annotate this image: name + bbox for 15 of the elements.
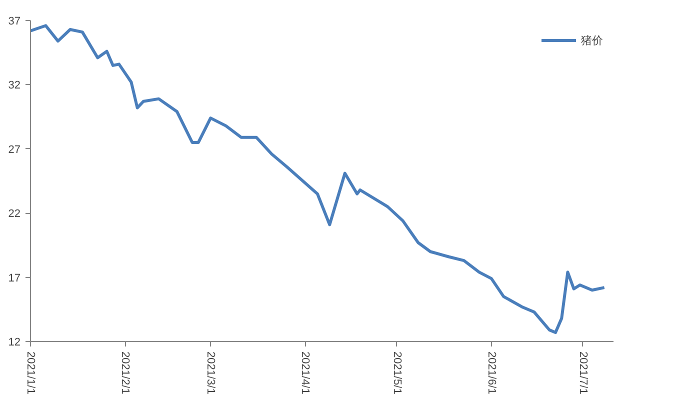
- x-tick-label: 2021/7/1: [576, 352, 589, 394]
- x-tick-label: 2021/3/1: [204, 352, 217, 394]
- x-tick-label: 2021/6/1: [485, 352, 498, 394]
- y-tick-label: 27: [8, 144, 21, 156]
- line-series: [30, 24, 606, 334]
- y-tick-label: 32: [8, 80, 21, 92]
- x-tick-label: 2021/4/1: [299, 352, 312, 394]
- y-tick-label: 12: [8, 336, 21, 348]
- legend-label: 猪价: [581, 34, 603, 48]
- x-tick-label: 2021/2/1: [119, 352, 132, 394]
- y-tick-label: 22: [8, 208, 21, 220]
- y-tick-label: 37: [8, 16, 21, 28]
- y-tick-label: 17: [8, 272, 21, 284]
- x-tick-label: 2021/1/1: [24, 352, 36, 394]
- x-tick-label: 2021/5/1: [390, 352, 403, 394]
